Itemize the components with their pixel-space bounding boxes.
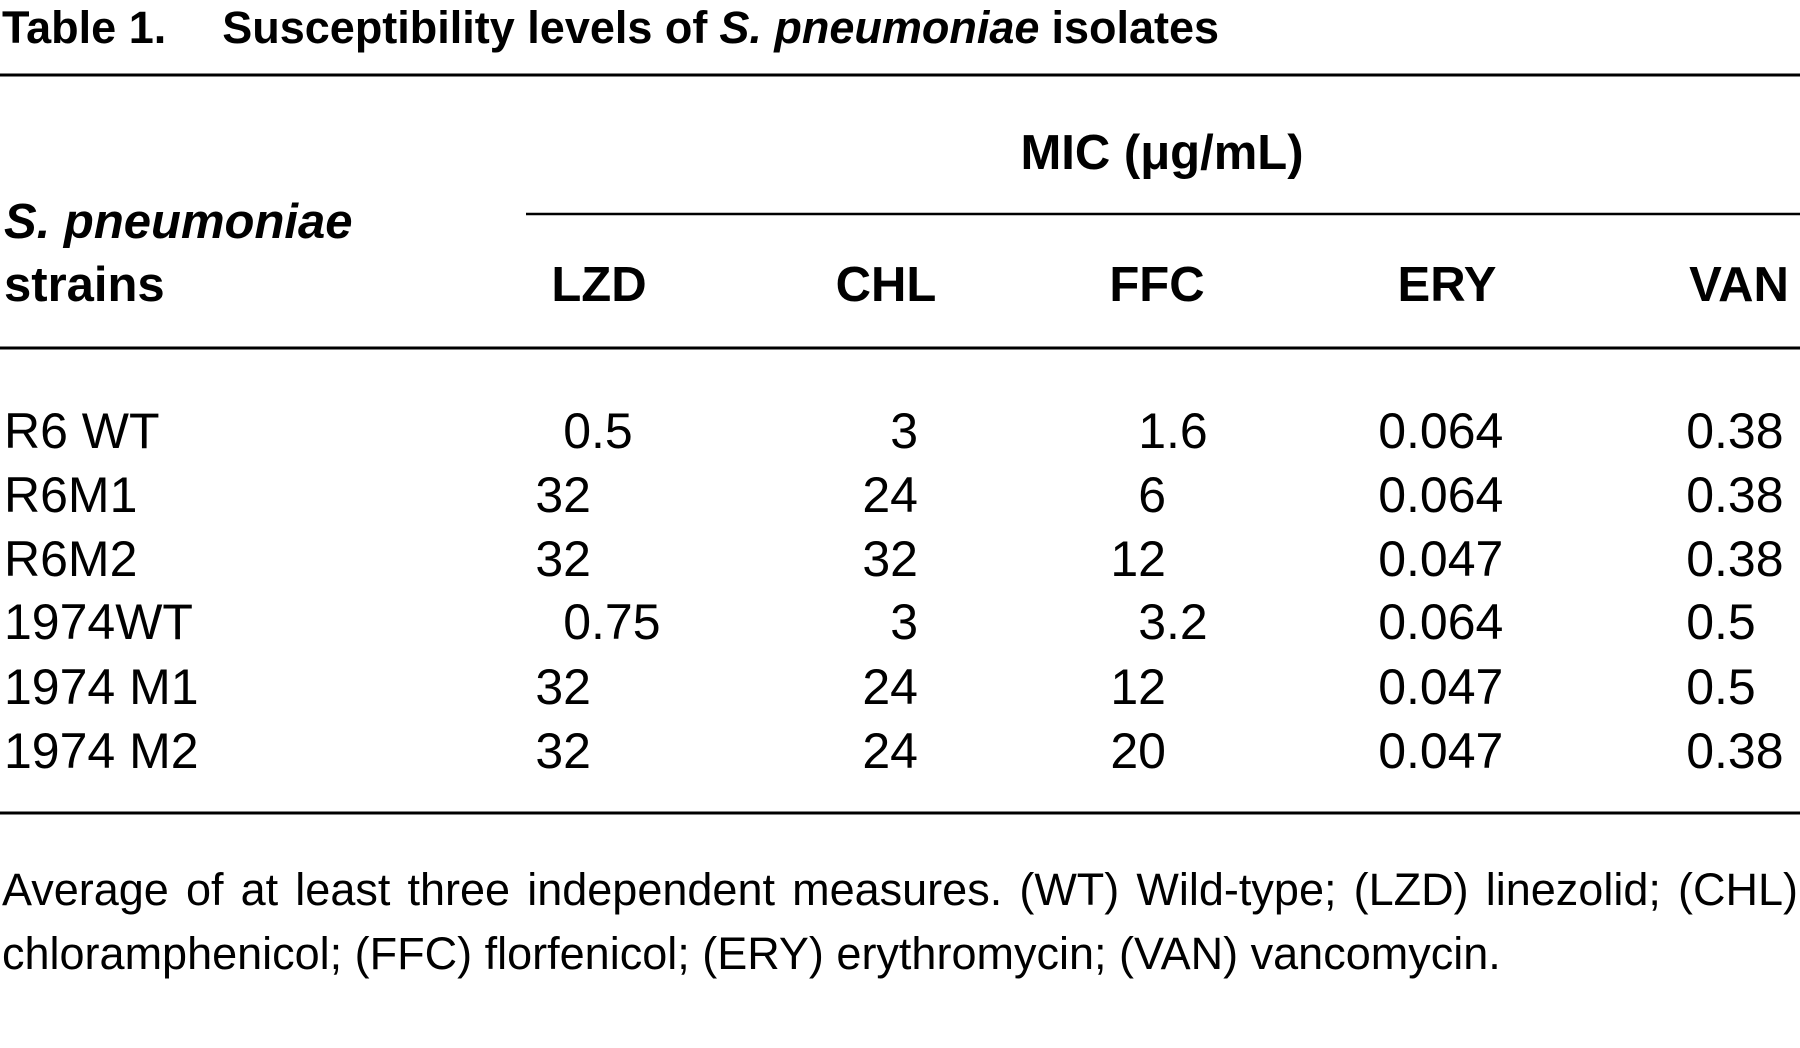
mic-value: 32 (535, 659, 591, 715)
mic-value: 0.75 (563, 594, 660, 650)
strain-name: R6M2 (4, 531, 137, 587)
row-header-organism: S. pneumoniae (4, 195, 353, 249)
mic-value: 32 (535, 531, 591, 587)
mic-value: 24 (862, 467, 918, 523)
mic-value: 32 (535, 723, 591, 779)
mic-value: 0.047 (1378, 723, 1503, 779)
mic-value: 6 (1138, 467, 1166, 523)
title-text: Susceptibility levels of (222, 2, 708, 53)
footnote: Average of at least three independent me… (2, 864, 1798, 979)
column-header: VAN (1689, 258, 1789, 312)
mic-value: 3 (890, 403, 918, 459)
mic-value: 24 (862, 723, 918, 779)
mic-value: 0.5 (1686, 659, 1756, 715)
mic-value: 0.38 (1686, 403, 1783, 459)
mic-value: 0.047 (1378, 531, 1503, 587)
group-header: MIC (μg/mL) (1020, 126, 1303, 180)
mic-value: 3 (890, 594, 918, 650)
column-header: CHL (836, 258, 937, 312)
strain-name: R6M1 (4, 467, 137, 523)
column-header: ERY (1398, 258, 1497, 312)
strain-name: 1974 M1 (4, 659, 199, 715)
mic-value: 0.38 (1686, 531, 1783, 587)
title-organism: S. pneumoniae (719, 2, 1039, 53)
strain-name: 1974 M2 (4, 723, 199, 779)
mic-value: 0.5 (1686, 594, 1756, 650)
title-label: Table 1. (2, 2, 166, 53)
strain-name: R6 WT (4, 403, 160, 459)
mic-value: 12 (1110, 659, 1166, 715)
mic-value: 1.6 (1138, 403, 1208, 459)
mic-value: 32 (535, 467, 591, 523)
column-header: FFC (1109, 258, 1204, 312)
mic-value: 0.38 (1686, 467, 1783, 523)
strain-name: 1974WT (4, 594, 193, 650)
mic-value: 0.047 (1378, 659, 1503, 715)
mic-value: 32 (862, 531, 918, 587)
column-header: LZD (551, 258, 646, 312)
mic-value: 12 (1110, 531, 1166, 587)
mic-value: 24 (862, 659, 918, 715)
mic-value: 0.064 (1378, 594, 1503, 650)
table-title: Table 1. Susceptibility levels of S. pneum… (2, 2, 1219, 53)
mic-value: 0.38 (1686, 723, 1783, 779)
mic-value: 0.064 (1378, 403, 1503, 459)
row-header-text: strains (4, 258, 165, 312)
mic-value: 20 (1110, 723, 1166, 779)
mic-value: 3.2 (1138, 594, 1208, 650)
mic-value: 0.5 (563, 403, 633, 459)
mic-value: 0.064 (1378, 467, 1503, 523)
title-suffix: isolates (1051, 2, 1219, 53)
table-figure: Table 1. Susceptibility levels of S. pneum… (0, 2, 1800, 815)
